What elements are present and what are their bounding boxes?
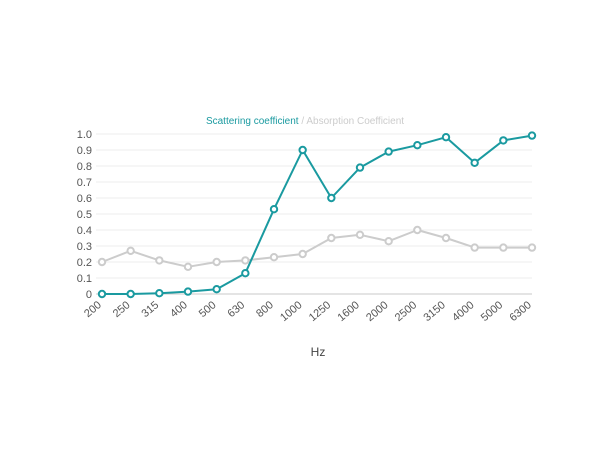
data-point[interactable] bbox=[441, 133, 451, 142]
x-tick-label: 2500 bbox=[393, 299, 419, 324]
x-tick-label: 6300 bbox=[507, 299, 533, 324]
data-point[interactable] bbox=[97, 257, 107, 267]
x-tick-label: 315 bbox=[139, 299, 161, 320]
data-point[interactable] bbox=[97, 289, 107, 299]
data-point[interactable] bbox=[126, 289, 135, 299]
data-point[interactable] bbox=[327, 193, 336, 203]
y-tick-label: 0.2 bbox=[77, 257, 92, 269]
data-point[interactable] bbox=[298, 145, 307, 155]
data-point[interactable] bbox=[527, 243, 537, 252]
y-tick-label: 0.6 bbox=[77, 193, 92, 205]
data-point[interactable] bbox=[183, 287, 193, 296]
data-point[interactable] bbox=[126, 246, 135, 256]
data-point[interactable] bbox=[241, 256, 250, 265]
series-line bbox=[102, 134, 533, 295]
x-tick-label: 1000 bbox=[278, 299, 304, 324]
data-point[interactable] bbox=[212, 285, 221, 294]
y-tick-label: 0.4 bbox=[77, 225, 92, 237]
x-tick-label: 4000 bbox=[450, 299, 476, 324]
data-point[interactable] bbox=[327, 233, 336, 243]
data-point[interactable] bbox=[441, 233, 451, 243]
x-tick-label: 200 bbox=[82, 299, 104, 320]
data-point[interactable] bbox=[413, 141, 422, 150]
data-point[interactable] bbox=[527, 131, 537, 140]
y-tick-label: 0.5 bbox=[77, 209, 92, 221]
data-point[interactable] bbox=[355, 230, 365, 240]
x-tick-label: 1600 bbox=[335, 299, 361, 324]
y-tick-label: 0.8 bbox=[77, 161, 92, 173]
x-tick-label: 800 bbox=[254, 299, 276, 320]
data-point[interactable] bbox=[413, 225, 422, 235]
x-tick-label: 1250 bbox=[307, 299, 333, 324]
y-axis-ticks: 0 0.1 0.2 0.3 0.4 0.5 0.6 0.7 0.8 0.9 1.0 bbox=[77, 129, 92, 301]
data-point[interactable] bbox=[155, 289, 164, 298]
series-line bbox=[101, 229, 532, 268]
data-point[interactable] bbox=[499, 243, 508, 252]
y-tick-label: 0.3 bbox=[77, 241, 92, 253]
data-point[interactable] bbox=[269, 205, 279, 214]
data-point[interactable] bbox=[499, 136, 508, 145]
x-axis-ticks: 200 250 315 400 500 630 800 1000 1250 1600 2000 250… bbox=[82, 299, 534, 324]
data-point[interactable] bbox=[355, 163, 365, 172]
data-point[interactable] bbox=[212, 257, 221, 267]
x-tick-label: 500 bbox=[197, 299, 219, 320]
data-point[interactable] bbox=[384, 147, 393, 156]
series-1 bbox=[97, 225, 537, 271]
data-point[interactable] bbox=[470, 158, 479, 168]
x-tick-label: 3150 bbox=[421, 299, 447, 324]
x-tick-label: 2000 bbox=[364, 299, 390, 324]
x-tick-label: 5000 bbox=[479, 299, 505, 324]
legend: Scattering coefficient / Absorption Coef… bbox=[206, 116, 404, 127]
data-point[interactable] bbox=[298, 249, 307, 259]
y-tick-label: 0 bbox=[86, 289, 92, 301]
y-tick-label: 0.9 bbox=[77, 145, 92, 157]
data-point[interactable] bbox=[269, 253, 279, 262]
legend-separator: / bbox=[299, 116, 307, 127]
data-point[interactable] bbox=[183, 262, 193, 271]
x-tick-label: 250 bbox=[111, 299, 133, 320]
legend-text: Scattering coefficient / Absorption Coef… bbox=[206, 116, 404, 127]
legend-entry-scattering[interactable]: Scattering coefficient bbox=[206, 116, 299, 127]
legend-entry-absorption[interactable]: Absorption Coefficient bbox=[306, 116, 404, 127]
y-tick-label: 1.0 bbox=[77, 129, 92, 141]
x-tick-label: 400 bbox=[168, 299, 190, 320]
x-axis-title: Hz bbox=[311, 345, 326, 359]
y-tick-label: 0.1 bbox=[77, 273, 92, 285]
y-tick-label: 0.7 bbox=[77, 177, 92, 189]
series-layer bbox=[97, 131, 537, 299]
data-point[interactable] bbox=[241, 269, 250, 278]
data-point[interactable] bbox=[155, 256, 164, 265]
series-0 bbox=[97, 131, 537, 299]
x-tick-label: 630 bbox=[225, 299, 247, 320]
data-point[interactable] bbox=[470, 243, 479, 252]
data-point[interactable] bbox=[384, 237, 393, 246]
